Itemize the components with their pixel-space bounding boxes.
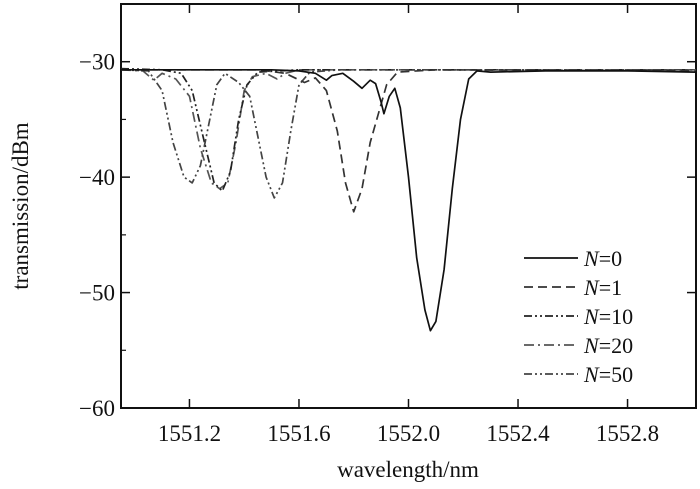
legend-label: N=1 <box>583 275 622 300</box>
y-tick-label: −60 <box>79 396 115 421</box>
series-line-n-0 <box>121 68 697 332</box>
legend-label: N=50 <box>583 362 633 387</box>
x-axis: 1551.2 1551.6 1552.0 1552.4 1552.8 <box>158 4 659 446</box>
legend-label: N=10 <box>583 304 633 329</box>
legend-label: N=20 <box>583 333 633 358</box>
series-layer <box>120 67 697 332</box>
x-axis-title: wavelength/nm <box>337 457 479 482</box>
series-line-n-50 <box>120 68 696 199</box>
x-tick-label: 1551.6 <box>267 421 330 446</box>
x-tick-label: 1552.4 <box>486 421 550 446</box>
y-tick-label: −30 <box>79 50 115 75</box>
legend-label: N=0 <box>583 246 622 271</box>
series-line-n-1 <box>121 68 697 213</box>
x-tick-label: 1552.0 <box>377 421 440 446</box>
y-tick-label: −50 <box>79 281 115 306</box>
x-tick-label: 1551.2 <box>158 421 221 446</box>
legend: N=0 N=1 N=10 N=20 N=50 <box>524 246 633 387</box>
x-tick-label: 1552.8 <box>596 421 659 446</box>
y-tick-label: −40 <box>79 165 115 190</box>
y-axis: −30 −40 −50 −60 <box>79 50 696 421</box>
y-axis-title: transmission/dBm <box>8 122 33 290</box>
